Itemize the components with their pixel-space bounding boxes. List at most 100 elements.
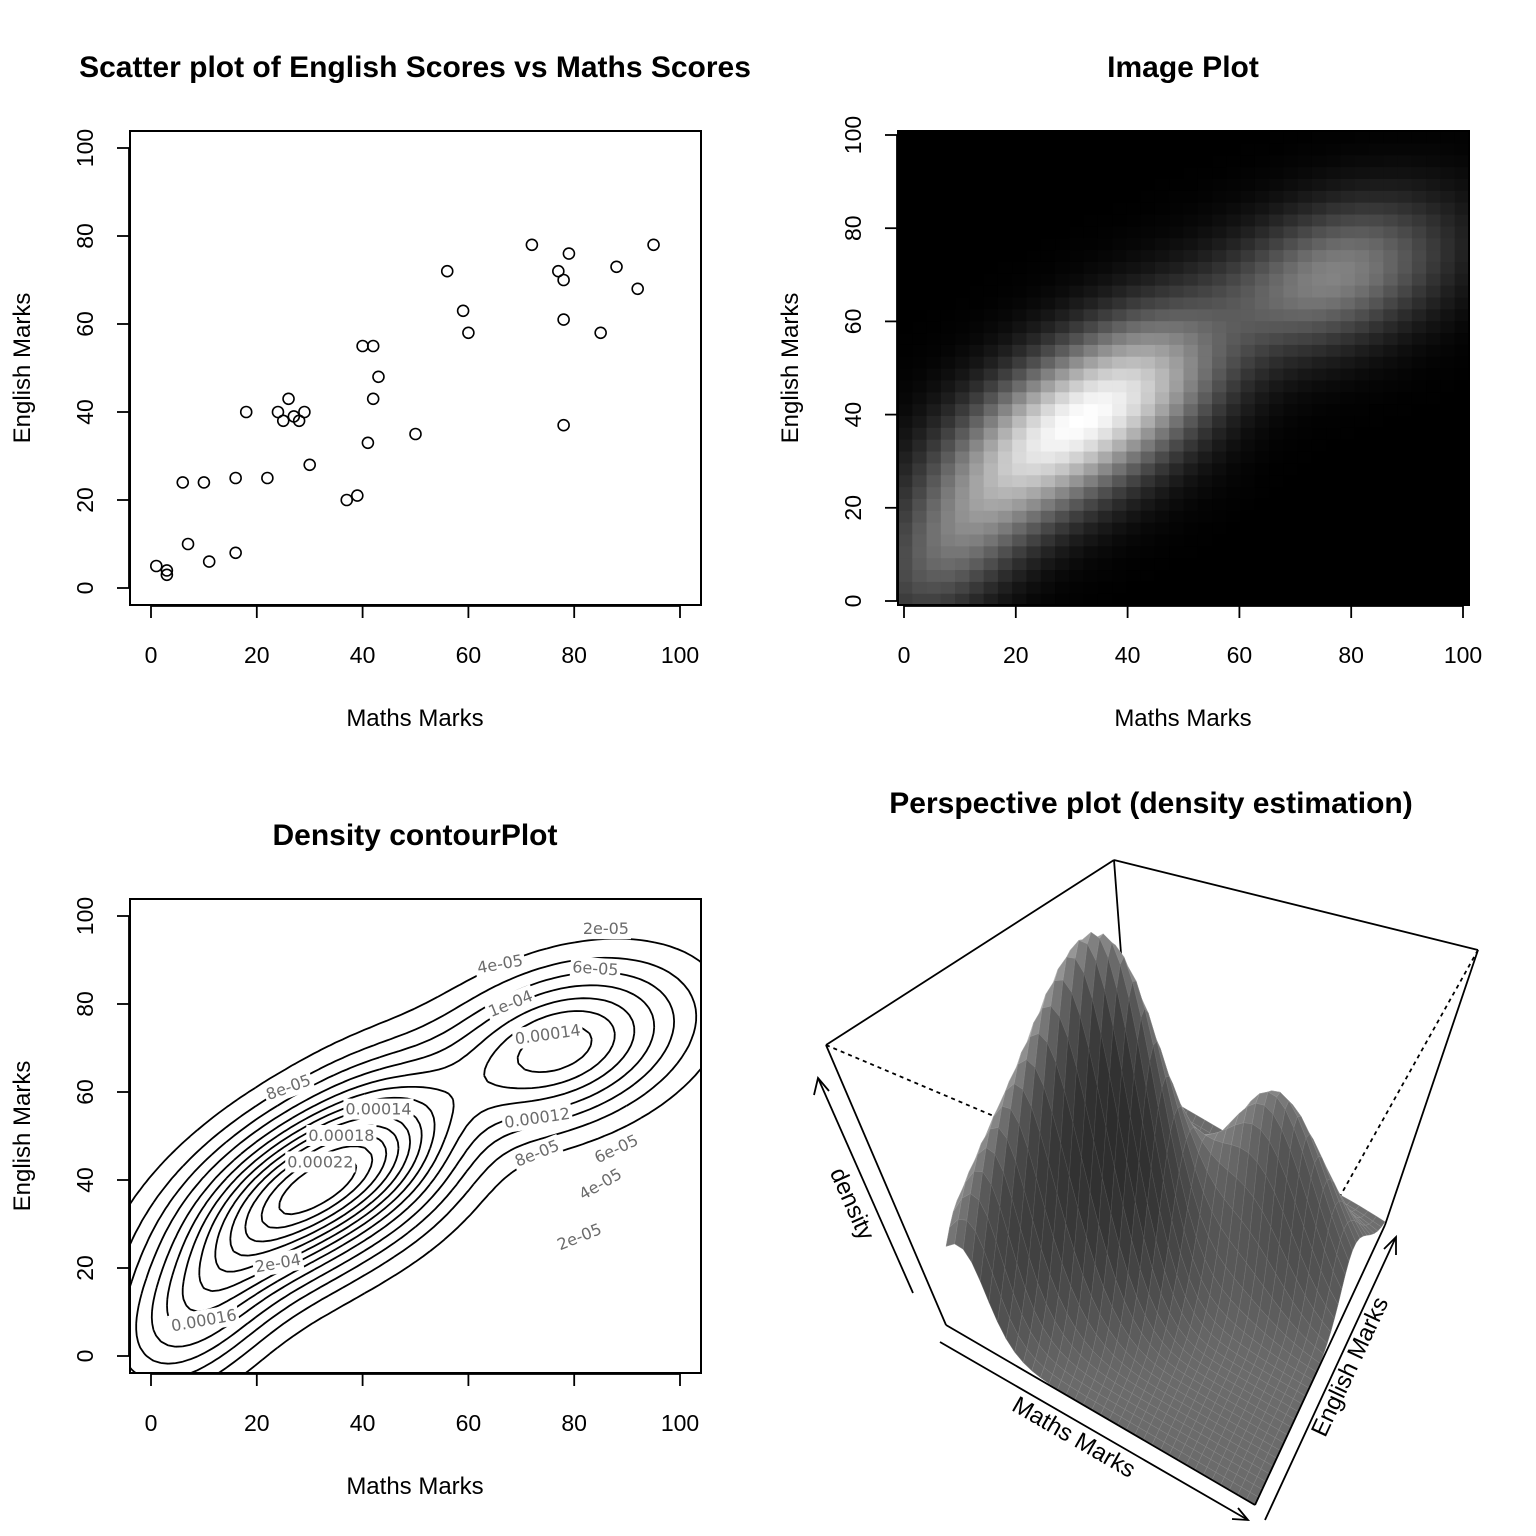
heatmap-cell [898, 320, 913, 334]
heatmap-cell [1169, 391, 1185, 405]
heatmap-cell [1097, 296, 1113, 310]
heatmap-cell [1169, 308, 1185, 322]
heatmap-cell [1126, 332, 1142, 345]
heatmap-cell [912, 202, 928, 215]
heatmap-cell [1326, 344, 1342, 357]
scatter-point [361, 436, 375, 450]
heatmap-cell [1283, 261, 1299, 274]
heatmap-cell [1454, 415, 1470, 428]
heatmap-cell [1026, 213, 1042, 227]
heatmap-cell [1226, 344, 1242, 357]
heatmap-cell [1397, 356, 1413, 369]
heatmap-cell [955, 368, 970, 381]
heatmap-cell [1040, 154, 1056, 168]
heatmap-cell [1040, 356, 1056, 369]
heatmap-cell [1354, 403, 1370, 416]
heatmap-cell [940, 533, 956, 547]
heatmap-cell [1083, 154, 1099, 168]
heatmap-cell [1140, 225, 1156, 239]
image-x-axis: 0 20 40 60 80 100 [898, 605, 1482, 668]
heatmap-cell [1097, 356, 1113, 369]
heatmap-cell [1354, 498, 1370, 511]
heatmap-cell [1311, 557, 1327, 571]
heatmap-cell [1383, 213, 1399, 227]
heatmap-cell [1126, 522, 1142, 535]
heatmap-cell [983, 368, 999, 381]
heatmap-cell [1297, 403, 1313, 416]
scatter-point [149, 559, 163, 573]
heatmap-cell [1169, 545, 1185, 559]
heatmap-cell [1411, 131, 1427, 144]
heatmap-cell [1154, 450, 1170, 464]
heatmap-cell [1154, 533, 1170, 547]
heatmap-cell [1440, 462, 1456, 476]
heatmap-cell [1383, 190, 1399, 203]
heatmap-cell [1440, 486, 1456, 499]
heatmap-cell [1383, 533, 1399, 547]
heatmap-cell [1240, 557, 1256, 571]
contour-label-background [285, 1151, 356, 1173]
heatmap-cell [1026, 391, 1042, 405]
heatmap-cell [1340, 356, 1356, 369]
heatmap-cell [1083, 557, 1099, 571]
heatmap-cell [1311, 510, 1327, 523]
heatmap-cell [940, 569, 956, 582]
heatmap-cell [926, 332, 942, 345]
heatmap-cell [1197, 273, 1213, 286]
image-y-tick-label: 0 [840, 595, 866, 608]
heatmap-cell [1083, 593, 1099, 606]
heatmap-cell [940, 545, 956, 559]
heatmap-cell [1197, 142, 1213, 156]
heatmap-cell [1240, 379, 1256, 393]
heatmap-cell [912, 296, 928, 310]
heatmap-cell [1026, 415, 1042, 428]
heatmap-cell [1040, 202, 1056, 215]
heatmap-cell [1354, 273, 1370, 286]
heatmap-cell [997, 403, 1013, 416]
heatmap-cell [1354, 439, 1370, 452]
heatmap-cell [1055, 320, 1070, 334]
heatmap-cell [1154, 593, 1170, 606]
heatmap-cell [1240, 249, 1256, 262]
heatmap-cell [969, 213, 985, 227]
heatmap-cell [1154, 320, 1170, 334]
heatmap-cell [1369, 545, 1384, 559]
heatmap-cell [983, 285, 999, 298]
english-arrow-head [1383, 1234, 1397, 1255]
heatmap-cell [898, 332, 913, 345]
scatter-point [229, 471, 242, 485]
perspective-box-front [945, 1224, 1386, 1506]
heatmap-cell [1126, 154, 1142, 168]
heatmap-cell [969, 379, 985, 393]
heatmap-cell [1426, 154, 1442, 168]
heatmap-cell [1183, 166, 1199, 179]
heatmap-cell [1012, 403, 1028, 416]
heatmap-cell [1126, 285, 1142, 298]
heatmap-cell [955, 474, 970, 488]
contour-y-label: English Marks [9, 1061, 36, 1212]
heatmap-cell [983, 415, 999, 428]
heatmap-cell [1369, 486, 1384, 499]
heatmap-cell [1340, 273, 1356, 286]
heatmap-cell [997, 154, 1013, 168]
heatmap-cell [1311, 296, 1327, 310]
heatmap-cell [1226, 522, 1242, 535]
heatmap-cell [1440, 285, 1456, 298]
heatmap-cell [955, 533, 970, 547]
heatmap-cell [1454, 356, 1470, 369]
heatmap-cell [997, 356, 1013, 369]
heatmap-cell [1040, 131, 1056, 144]
heatmap-cell [955, 142, 970, 156]
heatmap-cell [912, 332, 928, 345]
heatmap-cell [1226, 498, 1242, 511]
heatmap-cell [1383, 427, 1399, 440]
heatmap-cell [1269, 320, 1285, 334]
heatmap-cell [1369, 415, 1384, 428]
heatmap-cell [1397, 190, 1413, 203]
contour-label-background [509, 1134, 565, 1173]
heatmap-cell [983, 403, 999, 416]
scatter-point [366, 392, 380, 406]
heatmap-cell [1454, 285, 1470, 298]
heatmap-cell [1354, 131, 1370, 144]
heatmap-cell [1411, 403, 1427, 416]
